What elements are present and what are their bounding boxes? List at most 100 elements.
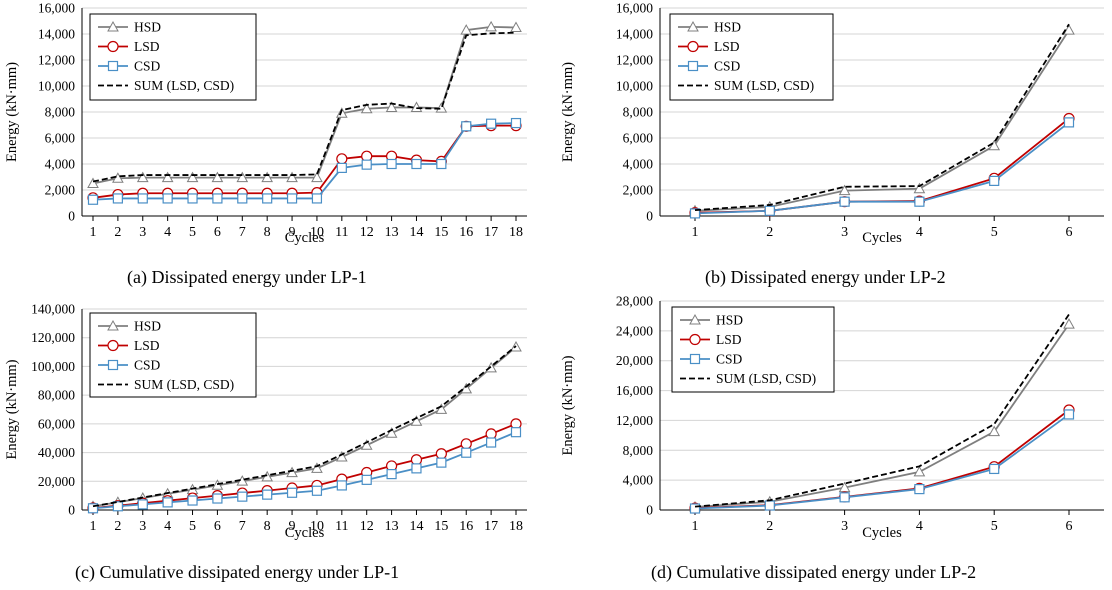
data-point-hsd: [988, 139, 1001, 151]
data-point-csd: [1063, 117, 1075, 128]
data-point-csd: [87, 194, 99, 205]
series-line-csd: [694, 413, 1070, 510]
data-point-csd: [914, 484, 925, 495]
x-tick-label: 4: [916, 225, 923, 240]
data-point-csd: [436, 158, 447, 170]
data-point-csd: [162, 193, 173, 204]
x-tick-label: 18: [509, 519, 523, 534]
x-tick-label: 7: [239, 225, 246, 240]
legend-label: LSD: [714, 39, 740, 54]
y-tick-label: 20,000: [38, 474, 75, 489]
y-tick-label: 4,000: [45, 157, 76, 172]
data-point-lsd: [410, 454, 423, 466]
data-point-csd: [262, 489, 273, 500]
data-point-csd: [1063, 409, 1075, 420]
y-tick-label: 8,000: [623, 105, 654, 120]
data-point-csd: [286, 193, 298, 204]
y-tick-label: 6,000: [45, 131, 76, 146]
y-tick-label: 2,000: [45, 183, 76, 198]
data-point-csd: [187, 495, 198, 506]
data-point-csd: [336, 480, 347, 491]
data-point-csd: [311, 193, 323, 204]
x-tick-label: 14: [409, 519, 423, 534]
legend-label: HSD: [134, 20, 161, 35]
data-point-csd: [137, 193, 148, 204]
legend-label: SUM (LSD, CSD): [134, 78, 234, 93]
y-tick-label: 16,000: [38, 1, 75, 16]
y-axis-label: Energy (kN·mm): [4, 359, 20, 459]
legend-marker-lsd: [107, 339, 119, 352]
data-point-csd: [112, 193, 123, 204]
data-point-hsd: [435, 403, 448, 414]
y-tick-label: 0: [646, 209, 653, 224]
data-point-csd: [112, 501, 123, 512]
data-point-hsd: [435, 102, 448, 113]
x-tick-label: 2: [114, 519, 121, 534]
series-csd: [87, 117, 522, 205]
data-point-csd: [989, 175, 1000, 186]
data-point-hsd: [112, 172, 124, 183]
data-point-csd: [212, 193, 223, 204]
data-point-csd: [187, 193, 198, 204]
legend-marker-hsd: [107, 20, 119, 32]
x-tick-label: 1: [692, 225, 699, 240]
y-axis-label: Energy (kN·mm): [560, 62, 576, 162]
data-point-hsd: [988, 425, 1001, 437]
x-tick-label: 6: [214, 225, 221, 240]
x-tick-label: 2: [766, 519, 773, 534]
data-point-hsd: [838, 184, 851, 196]
data-point-csd: [839, 196, 850, 207]
data-point-hsd: [485, 20, 497, 32]
data-point-csd: [914, 196, 925, 207]
data-point-hsd: [460, 382, 473, 394]
data-point-csd: [461, 121, 472, 132]
y-tick-label: 20,000: [616, 353, 653, 368]
data-point-lsd: [460, 438, 472, 450]
series-line-sum: [694, 23, 1070, 212]
x-axis-label: Cycles: [862, 525, 902, 541]
data-point-csd: [764, 205, 775, 216]
x-tick-label: 4: [164, 225, 171, 240]
series-sum: [92, 345, 517, 508]
legend-label: SUM (LSD, CSD): [716, 371, 816, 386]
data-point-hsd: [913, 182, 926, 194]
series-line-sum: [92, 345, 517, 508]
data-point-hsd: [410, 101, 423, 112]
y-tick-label: 2,000: [623, 183, 654, 198]
y-tick-label: 4,000: [623, 473, 654, 488]
x-tick-label: 5: [189, 225, 196, 240]
series-line-csd: [92, 122, 517, 201]
y-tick-label: 4,000: [623, 157, 654, 172]
data-point-csd: [411, 158, 422, 170]
y-tick-label: 40,000: [38, 445, 75, 460]
data-point-hsd: [261, 171, 274, 183]
data-point-csd: [839, 492, 850, 503]
x-tick-label: 9: [289, 519, 296, 534]
y-tick-label: 10,000: [616, 79, 653, 94]
y-tick-label: 14,000: [616, 27, 653, 42]
y-tick-label: 0: [68, 503, 75, 518]
data-point-csd: [764, 500, 775, 511]
x-tick-label: 8: [264, 225, 271, 240]
chart-c-svg: 0 20,000 40,000 60,000 80,000 100,000 120,000 1…: [4, 302, 527, 541]
series-line-hsd: [694, 29, 1070, 212]
data-point-hsd: [1063, 24, 1075, 35]
data-point-csd: [386, 469, 397, 480]
data-point-csd: [361, 474, 372, 485]
series-line-sum: [92, 31, 517, 183]
x-tick-label: 2: [114, 225, 121, 240]
series-line-lsd: [92, 124, 516, 199]
y-tick-label: 6,000: [623, 131, 654, 146]
data-point-csd: [286, 487, 298, 498]
legend: HSD LSD CSD SUM (LSD, CSD): [671, 306, 835, 393]
data-point-csd: [386, 158, 397, 170]
data-point-csd: [461, 447, 472, 458]
x-tick-label: 13: [385, 225, 399, 240]
data-point-hsd: [311, 171, 323, 183]
x-tick-label: 6: [214, 519, 221, 534]
y-tick-label: 8,000: [623, 443, 654, 458]
y-tick-label: 140,000: [31, 302, 75, 317]
data-point-lsd: [435, 448, 447, 460]
y-tick-label: 16,000: [616, 1, 653, 16]
x-tick-label: 11: [335, 519, 348, 534]
